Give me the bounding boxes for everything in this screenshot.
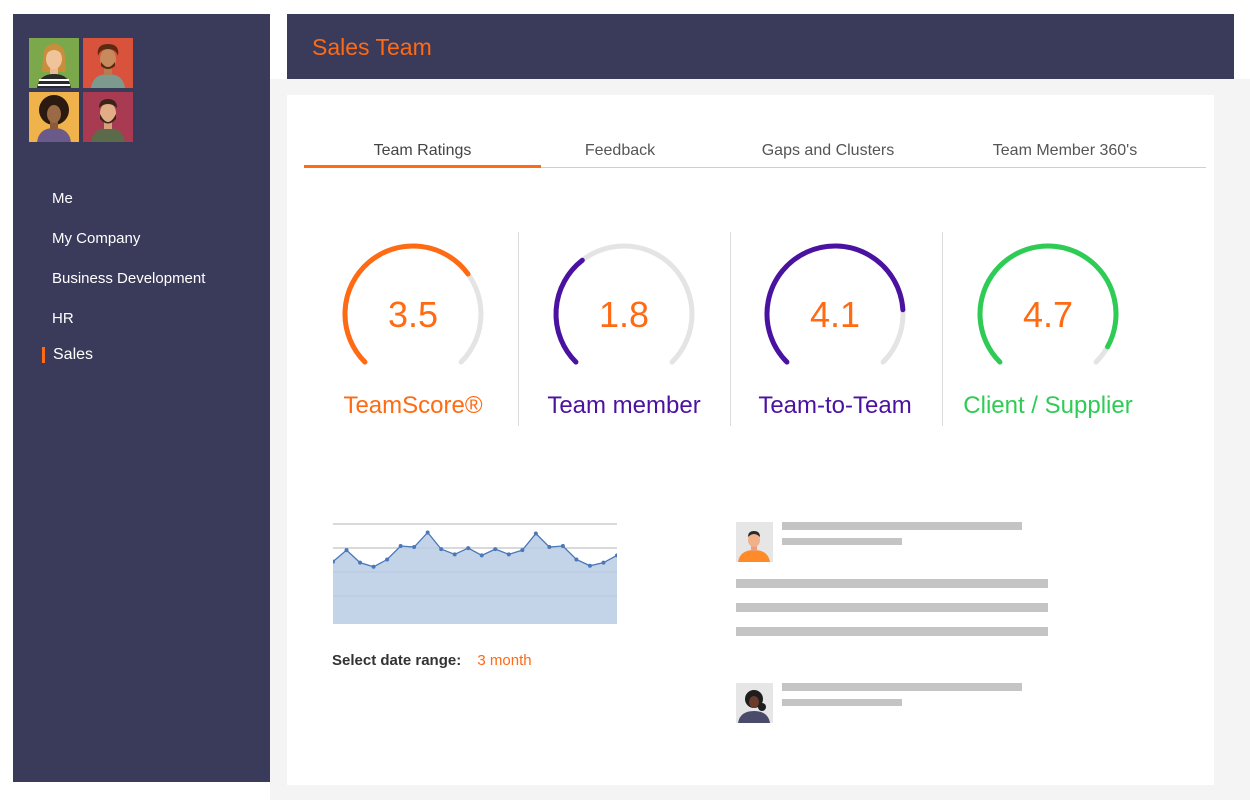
gauge-label: Team member (547, 392, 701, 419)
chart-point (412, 545, 417, 550)
chart-point (371, 564, 376, 569)
sidebar-item-me[interactable]: Me (52, 190, 73, 207)
gauge-value: 3.5 (387, 294, 439, 335)
chart-point (533, 531, 538, 536)
chart-point (574, 557, 579, 562)
placeholder-line (782, 522, 1022, 530)
gauge-value: 4.7 (1022, 294, 1074, 335)
tab-gaps-and-clusters[interactable]: Gaps and Clusters (761, 142, 895, 159)
gauge-teamscore: 3.5 TeamScore® (308, 230, 518, 430)
avatar-man-beard (83, 92, 133, 142)
feedback-avatar-woman (736, 683, 773, 723)
chart-point (385, 557, 390, 562)
chart-point (601, 560, 606, 565)
tab-team-member-360s[interactable]: Team Member 360's (992, 142, 1138, 159)
gauge-divider (518, 232, 519, 426)
gauge-arc (977, 243, 1119, 365)
date-range-label: Select date range: (332, 652, 462, 669)
chart-point (506, 552, 511, 557)
chart-point (493, 547, 498, 552)
gauge-team-member: 1.8 Team member (519, 230, 729, 430)
placeholder-line (782, 683, 1022, 691)
sidebar-item-hr[interactable]: HR (52, 310, 74, 327)
gauge-arc (764, 243, 906, 365)
chart-point (479, 553, 484, 558)
avatar-woman-blonde (29, 38, 79, 88)
placeholder-line (736, 579, 1048, 588)
sidebar-item-business-development[interactable]: Business Development (52, 270, 206, 287)
tab-bar: Team Ratings Feedback Gaps and Clusters … (304, 136, 1206, 168)
chart-area (333, 532, 617, 624)
chart-point (520, 548, 525, 553)
chart-point (466, 546, 471, 551)
date-range-selector: Select date range: 3 month (332, 652, 532, 669)
page-title: Sales Team (312, 34, 432, 60)
gauge-arc (553, 243, 695, 365)
sidebar: Me My Company Business Development HR Sa… (13, 14, 270, 782)
gauge-arc (342, 243, 484, 365)
gauge-client-supplier: 4.7 Client / Supplier (943, 230, 1153, 430)
active-indicator (42, 347, 45, 363)
gauge-team-to-team: 4.1 Team-to-Team (730, 230, 940, 430)
chart-point (358, 560, 363, 565)
gauge-divider (730, 232, 731, 426)
feedback-avatar-man (736, 522, 773, 562)
chart-point (344, 548, 349, 553)
sidebar-item-sales[interactable]: Sales (53, 346, 94, 363)
gauge-label: Client / Supplier (963, 392, 1133, 419)
chart-point (560, 544, 565, 548)
header: Sales Team (287, 14, 1234, 79)
chart-point (425, 530, 430, 535)
placeholder-line (782, 699, 902, 706)
trend-chart-svg (331, 523, 619, 624)
chart-line (332, 531, 618, 568)
gauge-value: 4.1 (809, 294, 861, 335)
date-range-value[interactable]: 3 month (477, 652, 532, 669)
gauge-label: TeamScore® (343, 392, 483, 419)
chart-point (398, 544, 403, 548)
chart-point (547, 545, 552, 550)
gauge-divider (942, 232, 943, 426)
main-panel (287, 95, 1214, 785)
placeholder-line (736, 603, 1048, 612)
tab-team-ratings[interactable]: Team Ratings (373, 142, 472, 159)
chart-point (439, 547, 444, 552)
chart-point (452, 552, 457, 557)
active-tab-underline (304, 165, 541, 168)
gauge-value: 1.8 (598, 294, 650, 335)
placeholder-line (782, 538, 902, 545)
sidebar-item-my-company[interactable]: My Company (52, 230, 141, 247)
avatar-woman-afro (29, 92, 79, 142)
avatar-man-curly (83, 38, 133, 88)
tab-feedback[interactable]: Feedback (584, 142, 656, 159)
trend-chart (331, 520, 619, 624)
chart-point (587, 563, 592, 568)
gauge-label: Team-to-Team (758, 392, 912, 419)
team-avatars (29, 38, 135, 142)
placeholder-line (736, 627, 1048, 636)
